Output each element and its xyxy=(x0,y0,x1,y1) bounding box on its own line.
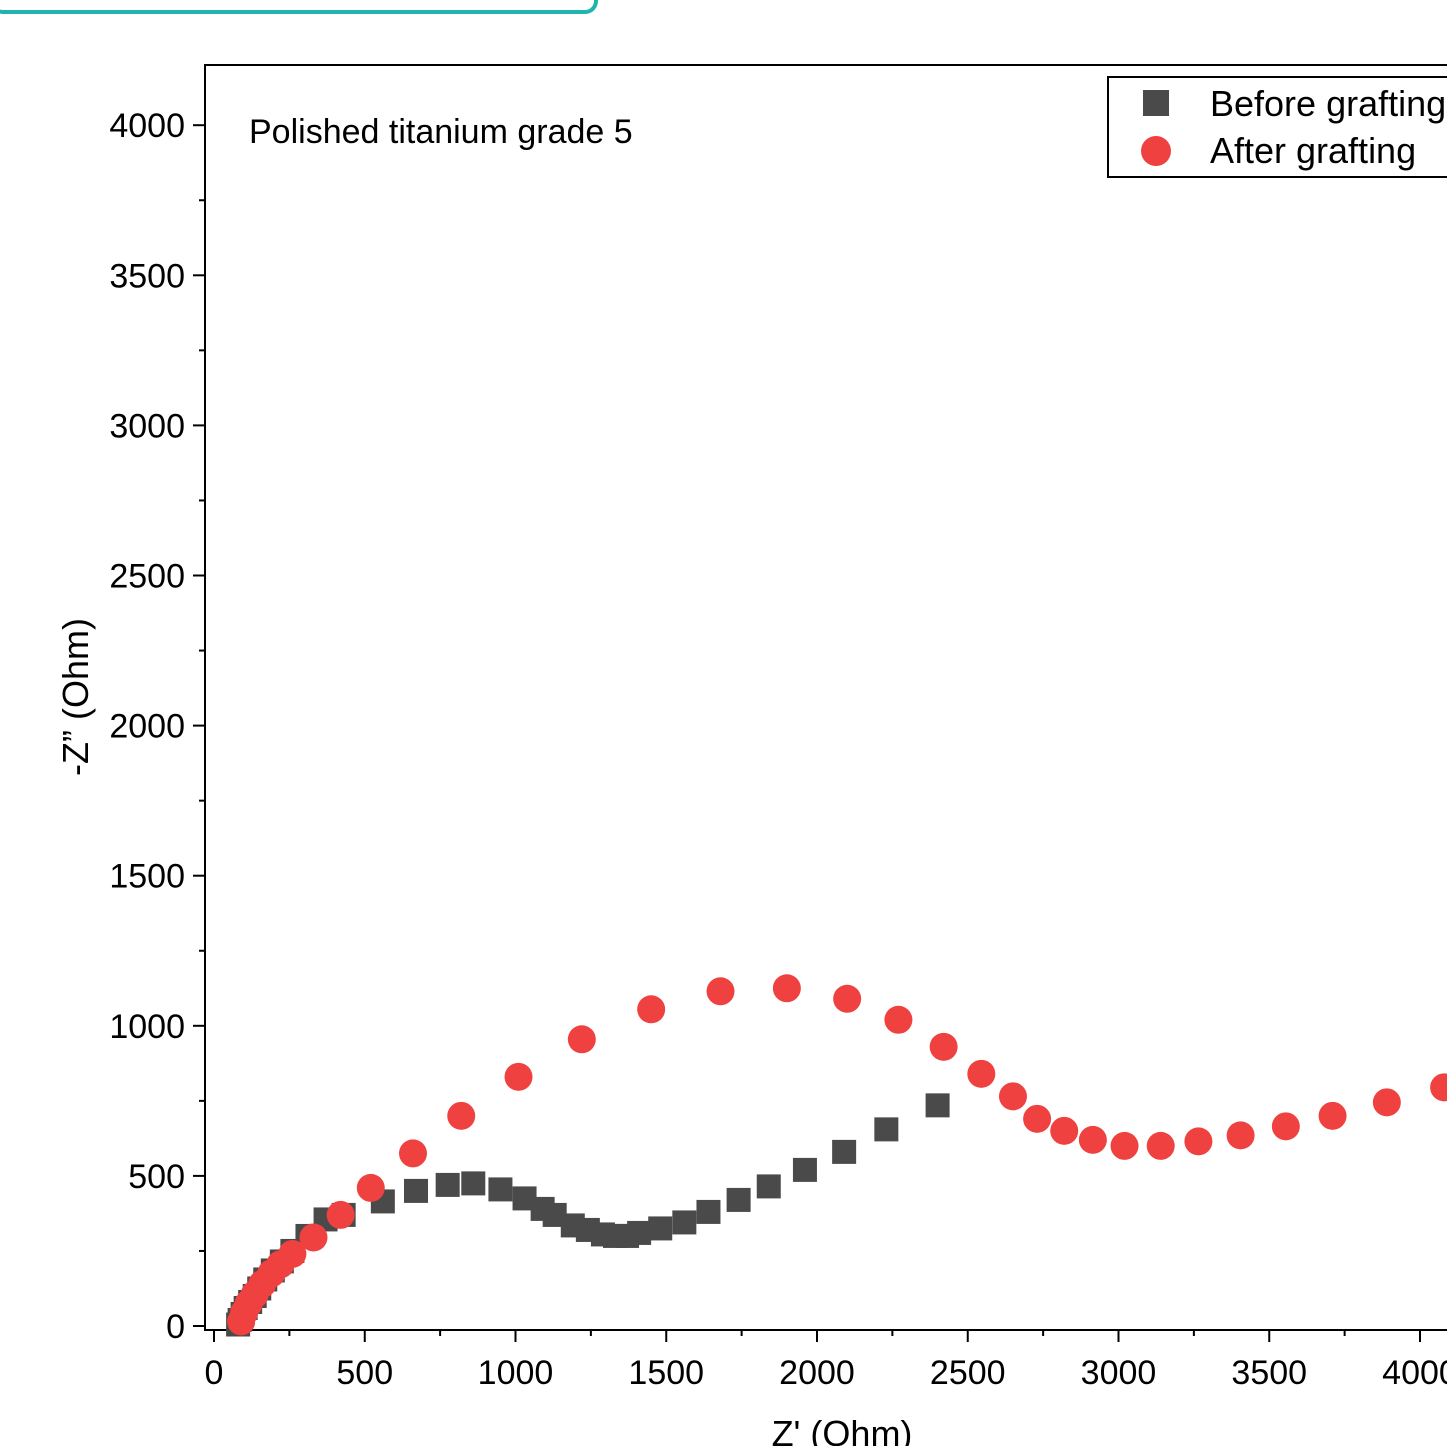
x-tick-label: 2000 xyxy=(779,1354,855,1392)
y-tick-label: 4000 xyxy=(109,107,185,145)
legend-label-after-grafting: After grafting xyxy=(1210,130,1416,171)
plot-frame xyxy=(204,64,1447,1331)
data-point-after-grafting xyxy=(447,1101,476,1130)
data-point-before-grafting xyxy=(832,1139,857,1164)
data-point-after-grafting xyxy=(356,1173,385,1202)
data-point-after-grafting xyxy=(1146,1131,1175,1160)
legend-marker-before-grafting xyxy=(1143,90,1169,116)
data-point-before-grafting xyxy=(648,1216,673,1241)
frame-decoration xyxy=(0,0,598,14)
data-point-after-grafting xyxy=(833,984,862,1013)
x-tick-label: 2500 xyxy=(930,1354,1006,1392)
y-axis-label: -Z” (Ohm) xyxy=(55,618,96,776)
data-point-after-grafting xyxy=(1023,1104,1052,1133)
data-point-after-grafting xyxy=(567,1025,596,1054)
y-tick-label: 3500 xyxy=(109,257,185,295)
y-axis: 0 500 1000 1500 2000 2500 3000 3500 4000 xyxy=(109,107,205,1346)
data-point-after-grafting xyxy=(504,1062,533,1091)
x-tick-label: 3000 xyxy=(1081,1354,1157,1392)
data-point-after-grafting xyxy=(884,1005,913,1034)
y-tick-label: 1000 xyxy=(109,1008,185,1046)
legend-marker-after-grafting xyxy=(1141,136,1171,166)
y-tick-label: 2000 xyxy=(109,708,185,746)
y-tick-label: 3000 xyxy=(109,407,185,445)
data-point-before-grafting xyxy=(404,1178,429,1203)
data-point-after-grafting xyxy=(1078,1125,1107,1154)
y-tick-label: 500 xyxy=(128,1158,185,1196)
data-point-after-grafting xyxy=(1430,1073,1447,1102)
x-axis: 0 500 1000 1500 2000 2500 3000 3500 4000 xyxy=(205,1330,1447,1392)
data-point-after-grafting xyxy=(1372,1088,1401,1117)
data-point-after-grafting xyxy=(1050,1116,1079,1145)
data-point-before-grafting xyxy=(792,1157,817,1182)
series-after-grafting xyxy=(227,974,1447,1336)
data-point-after-grafting xyxy=(637,995,666,1024)
data-point-after-grafting xyxy=(1184,1127,1213,1156)
x-tick-label: 0 xyxy=(205,1354,224,1392)
y-tick-label: 1500 xyxy=(109,858,185,896)
data-point-after-grafting xyxy=(967,1059,996,1088)
data-point-after-grafting xyxy=(398,1139,427,1168)
data-point-before-grafting xyxy=(925,1093,950,1118)
data-point-before-grafting xyxy=(461,1171,486,1196)
legend-label-before-grafting: Before grafting xyxy=(1210,83,1446,124)
series-layer xyxy=(226,974,1447,1337)
data-point-before-grafting xyxy=(874,1117,899,1142)
data-point-before-grafting xyxy=(672,1210,697,1235)
data-point-after-grafting xyxy=(772,974,801,1003)
x-tick-label: 500 xyxy=(336,1354,393,1392)
chart-annotation: Polished titanium grade 5 xyxy=(249,113,633,151)
data-point-before-grafting xyxy=(627,1220,652,1245)
y-tick-label: 2500 xyxy=(109,558,185,596)
data-point-before-grafting xyxy=(696,1199,721,1224)
data-point-after-grafting xyxy=(1318,1101,1347,1130)
data-point-after-grafting xyxy=(706,977,735,1006)
data-point-after-grafting xyxy=(1110,1131,1139,1160)
data-point-after-grafting xyxy=(998,1082,1027,1111)
legend: Before grafting After grafting xyxy=(1107,76,1447,178)
data-point-after-grafting xyxy=(326,1200,355,1229)
x-tick-label: 4000 xyxy=(1382,1354,1447,1392)
x-tick-label: 1000 xyxy=(478,1354,554,1392)
data-point-after-grafting xyxy=(278,1239,307,1268)
data-point-before-grafting xyxy=(488,1177,513,1202)
data-point-after-grafting xyxy=(1271,1112,1300,1141)
data-point-before-grafting xyxy=(726,1187,751,1212)
x-tick-label: 1500 xyxy=(628,1354,704,1392)
data-point-after-grafting xyxy=(1226,1121,1255,1150)
y-tick-label: 0 xyxy=(166,1308,185,1346)
data-point-before-grafting xyxy=(756,1174,781,1199)
data-point-after-grafting xyxy=(299,1223,328,1252)
x-tick-label: 3500 xyxy=(1231,1354,1307,1392)
x-axis-label: Z' (Ohm) xyxy=(772,1413,913,1446)
data-point-after-grafting xyxy=(929,1032,958,1061)
data-point-before-grafting xyxy=(435,1172,460,1197)
